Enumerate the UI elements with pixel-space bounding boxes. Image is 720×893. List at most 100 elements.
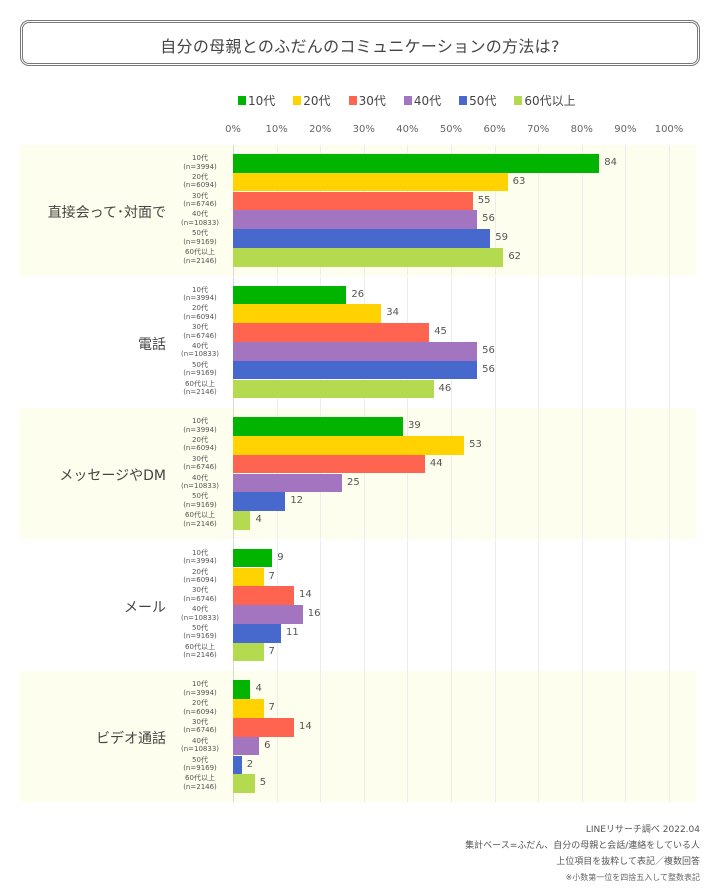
- sample-size-label: (n=3994): [183, 162, 217, 171]
- bar: [233, 548, 273, 568]
- age-group-label: 60代以上 (n=2146): [170, 380, 230, 397]
- sample-size-label: (n=6746): [183, 594, 217, 603]
- age-label: 30代: [192, 717, 208, 726]
- x-axis-tick: 90%: [614, 124, 637, 135]
- bar-row: 10代 (n=3994) 9: [20, 548, 696, 568]
- sample-size-label: (n=6094): [183, 312, 217, 321]
- bar-row: 10代 (n=3994) 26: [20, 285, 696, 305]
- age-label: 20代: [192, 435, 208, 444]
- category-label: メール: [124, 599, 166, 616]
- age-group-label: 30代 (n=6746): [170, 718, 230, 735]
- sample-size-label: (n=10833): [180, 613, 220, 622]
- bar-value-label: 59: [495, 232, 508, 244]
- age-group-label: 60代以上 (n=2146): [170, 511, 230, 528]
- sample-size-label: (n=6094): [183, 181, 217, 190]
- age-group-label: 10代 (n=3994): [170, 286, 230, 303]
- age-label: 40代: [192, 473, 208, 482]
- category-group: メール 10代 (n=3994) 9 20代 (n=6094) 7 30代 (n=6746) 14…: [20, 539, 696, 671]
- bar-value-label: 45: [434, 326, 447, 338]
- legend-swatch-icon: [293, 96, 302, 105]
- source-note: LINEリサーチ調べ 2022.04: [585, 825, 700, 835]
- x-axis-tick: 0%: [225, 124, 241, 135]
- bar-row: 30代 (n=6746) 14: [20, 586, 696, 605]
- gridline: [407, 539, 409, 671]
- legend-swatch-icon: [459, 96, 468, 105]
- bar-row: 10代 (n=3994) 4: [20, 680, 696, 699]
- age-group-label: 10代 (n=3994): [170, 154, 230, 171]
- footer-notes: LINEリサーチ調べ 2022.04 集計ベース=ふだん、自分の母親と会話/連絡…: [465, 822, 700, 886]
- age-group-label: 40代 (n=10833): [170, 210, 230, 227]
- bar-value-label: 4: [255, 514, 262, 526]
- bar-row: 30代 (n=6746) 44: [20, 454, 696, 474]
- bar-row: 60代以上 (n=2146) 5: [20, 774, 696, 793]
- gridline: [320, 671, 322, 803]
- bar-row: 40代 (n=10833) 56: [20, 210, 696, 229]
- legend-item: 10代: [238, 92, 275, 109]
- age-label: 60代以上: [185, 642, 215, 651]
- age-group-label: 50代 (n=9169): [170, 624, 230, 641]
- bar: [233, 586, 295, 605]
- age-group-label: 10代 (n=3994): [170, 417, 230, 434]
- sample-size-label: (n=2146): [183, 388, 217, 397]
- bar-value-label: 25: [347, 476, 360, 488]
- legend-item: 20代: [293, 92, 331, 109]
- legend-label: 30代: [358, 94, 386, 108]
- gridline: [407, 408, 409, 540]
- gridline: [494, 276, 496, 408]
- bar-value-label: 46: [438, 382, 452, 394]
- bar: [233, 417, 404, 436]
- bar-value-label: 14: [299, 720, 312, 732]
- bar: [233, 172, 508, 192]
- gridline: [494, 408, 496, 540]
- bar: [233, 642, 264, 662]
- gridline: [538, 276, 540, 408]
- age-group-label: 60代以上 (n=2146): [170, 643, 230, 660]
- bar: [233, 567, 264, 587]
- age-group-label: 20代 (n=6094): [170, 304, 230, 321]
- bar-row: 20代 (n=6094) 63: [20, 172, 696, 192]
- sample-size-label: (n=3994): [183, 425, 217, 434]
- age-label: 10代: [192, 285, 208, 294]
- x-axis-tick: 70%: [527, 124, 550, 135]
- bar-row: 20代 (n=6094) 7: [20, 699, 696, 718]
- bar: [233, 699, 264, 718]
- age-label: 40代: [192, 736, 208, 745]
- age-label: 30代: [192, 454, 208, 463]
- age-group-label: 40代 (n=10833): [170, 342, 230, 359]
- gridline: [581, 671, 583, 803]
- chart-title-box: 自分の母親とのふだんのコミュニケーションの方法は?: [20, 20, 700, 66]
- bar: [233, 717, 295, 737]
- category-group: メッセージやDM 10代 (n=3994) 39 20代 (n=6094) 53 30代 (n=…: [20, 408, 696, 540]
- age-label: 50代: [192, 360, 208, 369]
- gridline: [538, 408, 540, 540]
- gridline: [669, 145, 670, 276]
- age-group-label: 20代 (n=6094): [170, 699, 230, 716]
- age-label: 20代: [192, 304, 208, 313]
- bar-value-label: 12: [290, 495, 304, 507]
- sample-size-label: (n=9169): [183, 764, 217, 773]
- x-axis-tick: 80%: [570, 124, 593, 135]
- bar: [233, 248, 504, 267]
- age-group-label: 40代 (n=10833): [170, 474, 230, 491]
- bar-row: 20代 (n=6094) 7: [20, 567, 696, 587]
- sample-size-label: (n=9169): [183, 500, 217, 509]
- x-axis-tick: 10%: [265, 124, 288, 135]
- gridline: [581, 539, 583, 671]
- bar-value-label: 7: [268, 645, 275, 657]
- legend-swatch-icon: [514, 96, 523, 105]
- gridline: [625, 539, 627, 671]
- age-group-label: 30代 (n=6746): [170, 323, 230, 340]
- gridline: [494, 145, 496, 276]
- bar-row: 40代 (n=10833) 25: [20, 473, 696, 493]
- age-label: 60代以上: [185, 379, 215, 388]
- legend-label: 20代: [303, 94, 331, 108]
- legend-label: 10代: [248, 94, 276, 108]
- bar-row: 50代 (n=9169) 59: [20, 229, 696, 248]
- bar-row: 60代以上 (n=2146) 7: [20, 642, 696, 662]
- legend-swatch-icon: [403, 96, 412, 105]
- sample-size-label: (n=10833): [180, 745, 220, 754]
- age-label: 40代: [192, 605, 208, 614]
- x-axis-tick: 30%: [352, 124, 375, 135]
- age-label: 50代: [192, 229, 208, 238]
- age-label: 50代: [192, 755, 208, 764]
